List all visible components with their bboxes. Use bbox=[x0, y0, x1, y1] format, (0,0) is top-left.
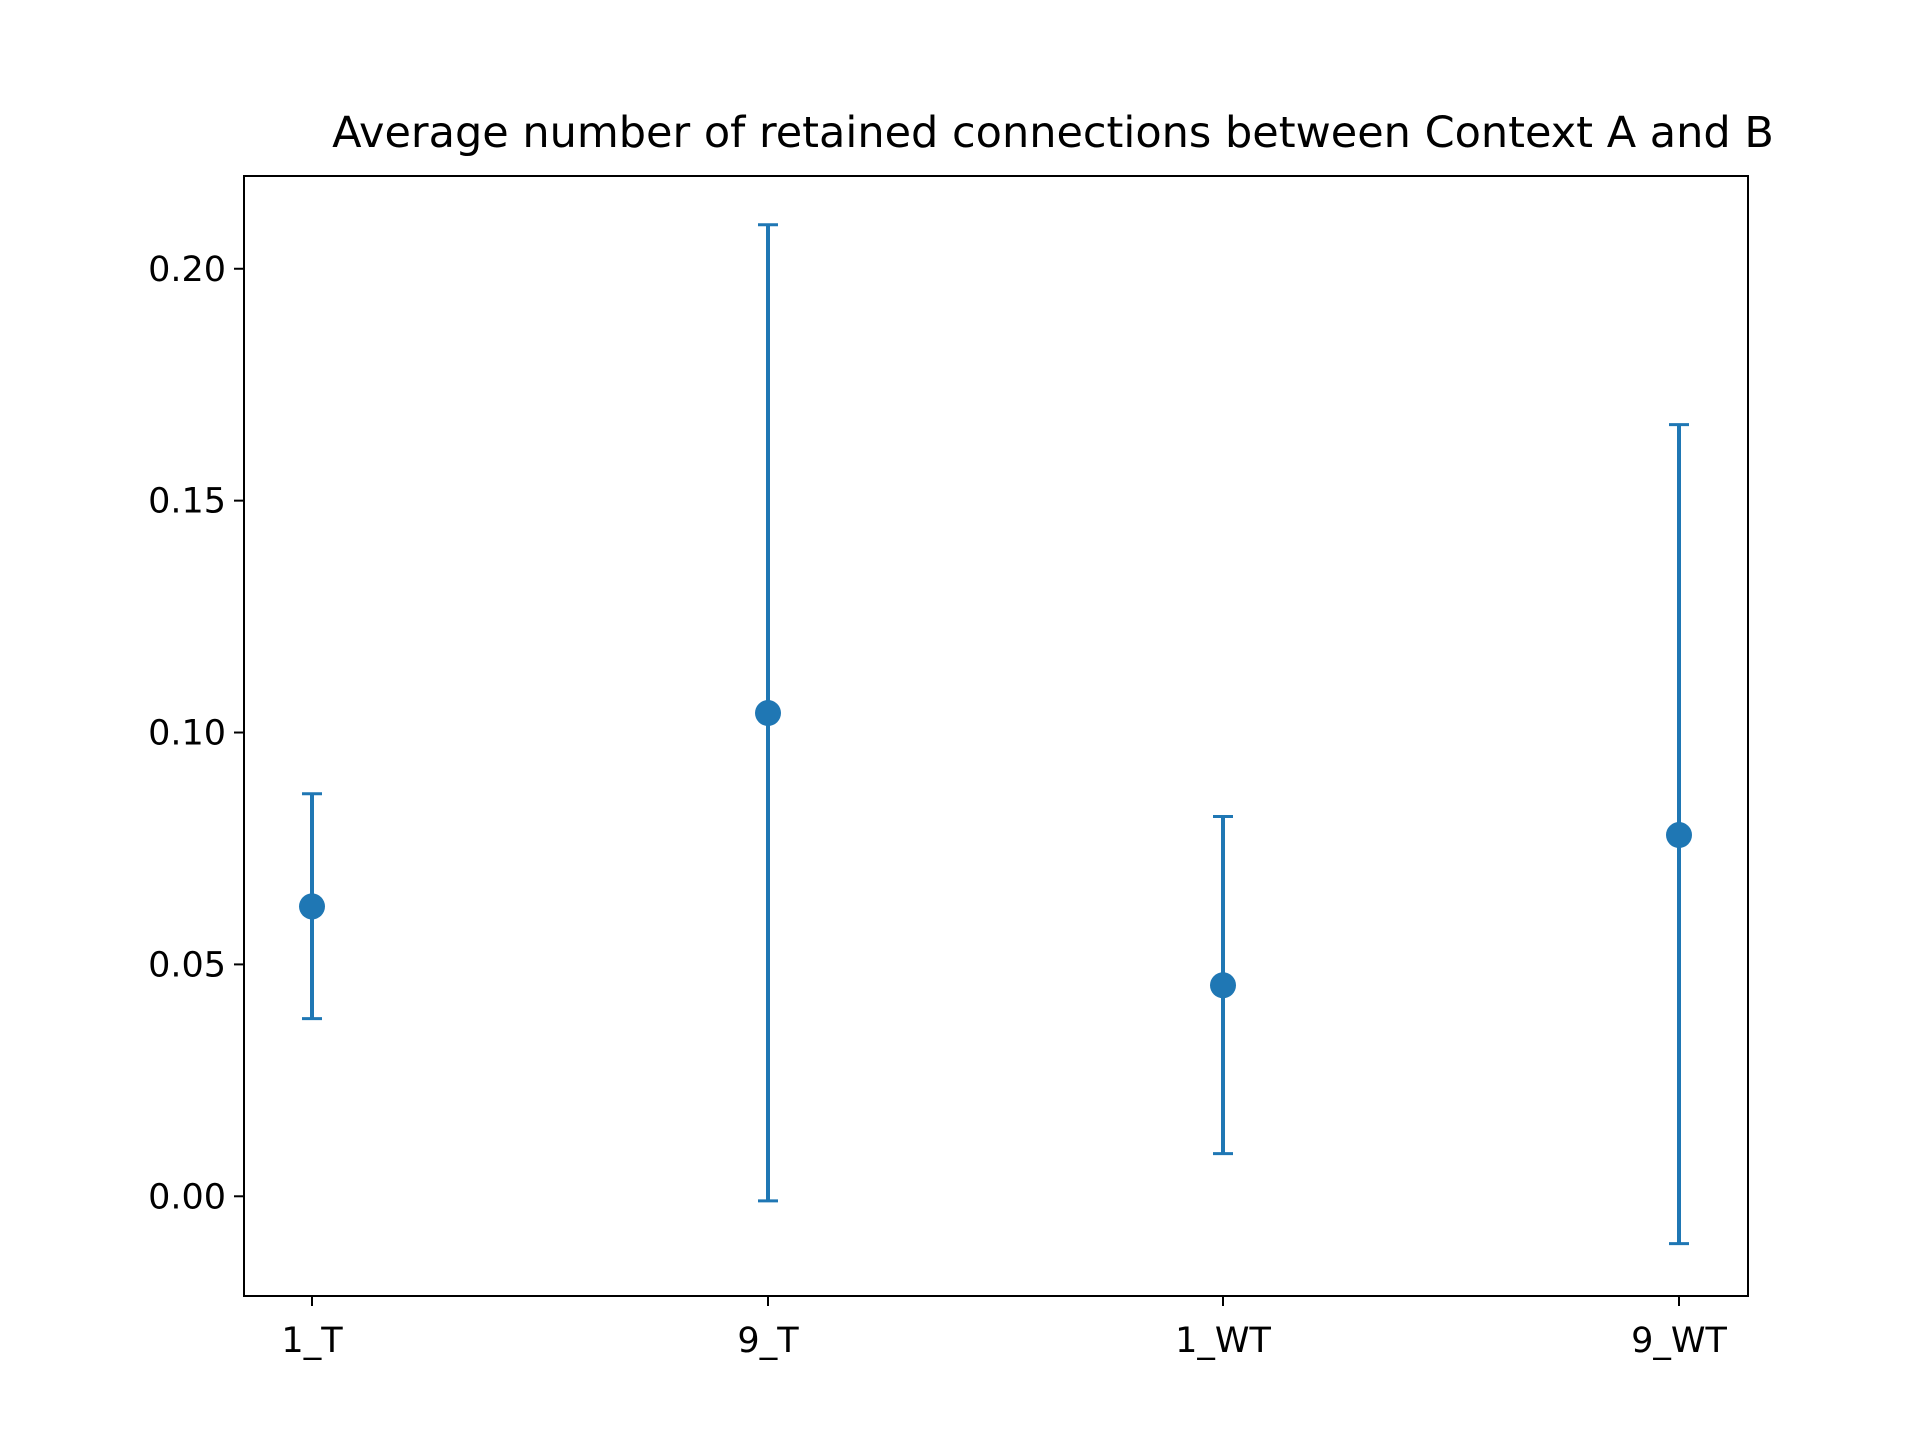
x-tick-label: 9_WT bbox=[1631, 1321, 1727, 1361]
plot-frame bbox=[243, 175, 1749, 1297]
x-axis: 1_T 9_T 1_WT 9_WT bbox=[281, 1296, 1727, 1361]
data-point bbox=[1666, 822, 1692, 849]
chart-title: Average number of retained connections b… bbox=[332, 108, 1774, 158]
x-tick-label: 9_T bbox=[737, 1321, 799, 1361]
x-tick-label: 1_WT bbox=[1175, 1321, 1271, 1361]
y-tick-label: 0.00 bbox=[148, 1177, 226, 1217]
data-point bbox=[1210, 972, 1236, 999]
y-tick-label: 0.05 bbox=[148, 945, 226, 985]
y-tick-label: 0.10 bbox=[148, 714, 226, 754]
y-axis: 0.00 0.05 0.10 0.15 0.20 bbox=[148, 250, 244, 1217]
data-series bbox=[299, 223, 1692, 1246]
data-point bbox=[299, 893, 325, 920]
x-tick-label: 1_T bbox=[281, 1321, 343, 1361]
y-tick-label: 0.20 bbox=[148, 250, 226, 290]
data-point bbox=[755, 700, 781, 727]
y-tick-label: 0.15 bbox=[148, 482, 226, 522]
